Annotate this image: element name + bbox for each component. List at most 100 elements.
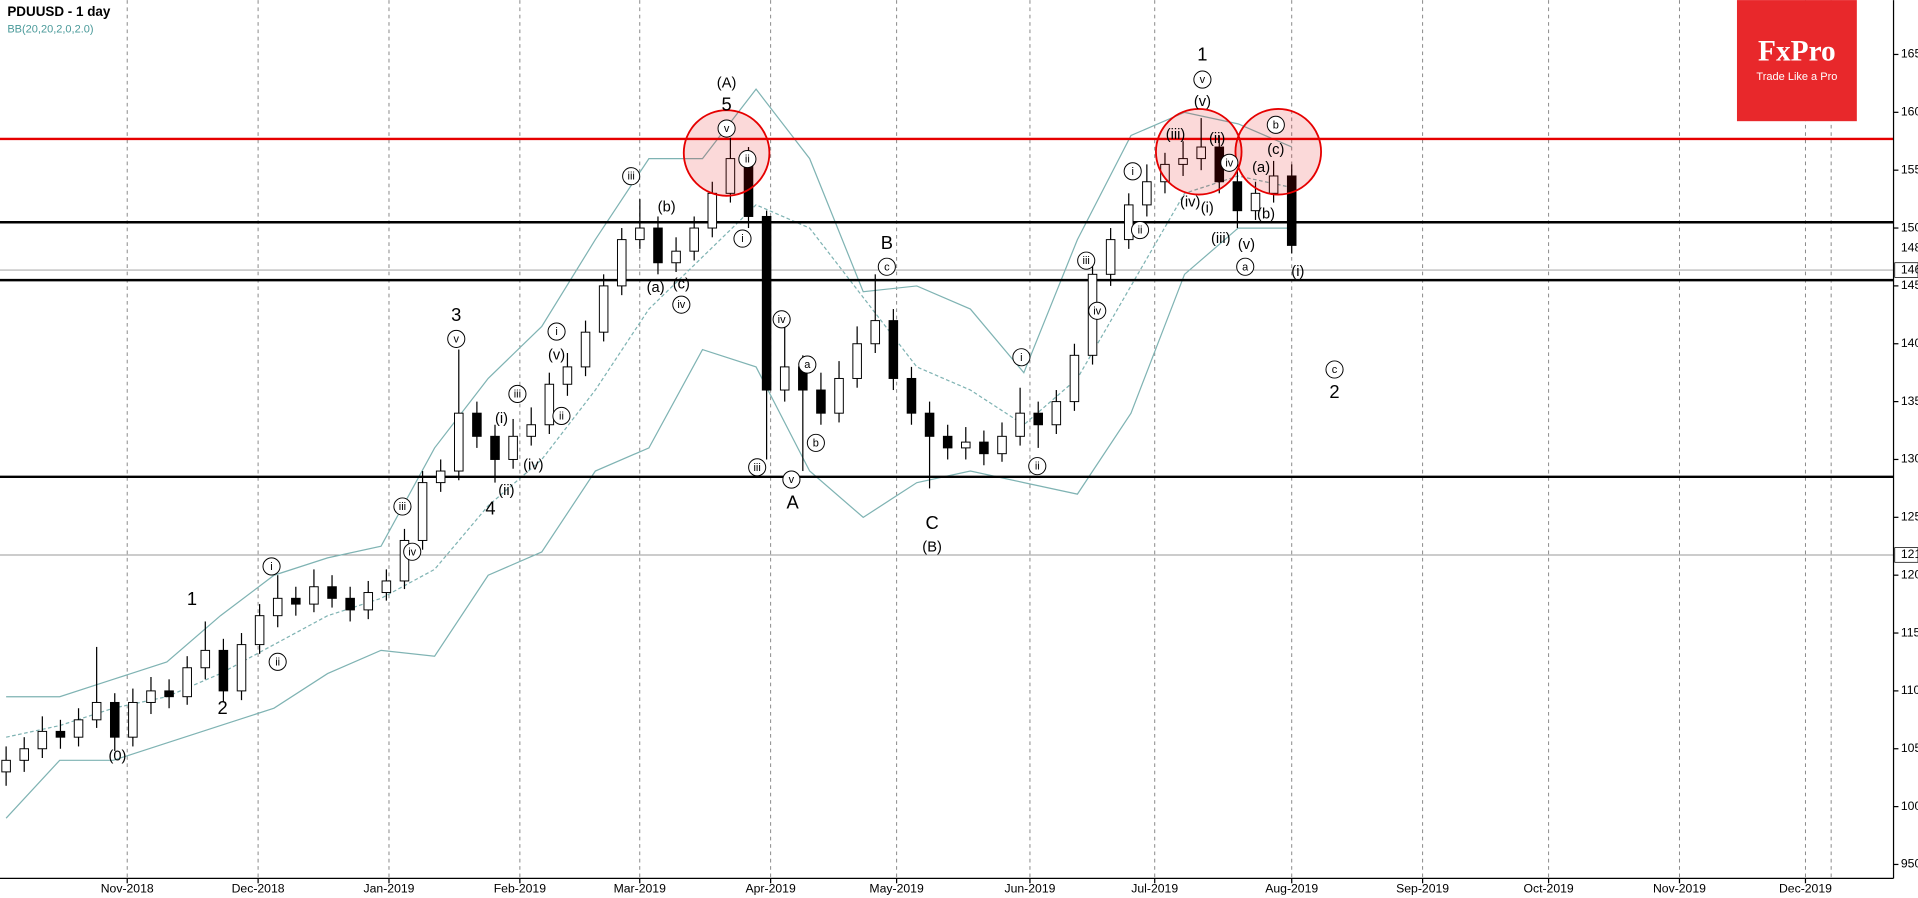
wave-label: (c) <box>673 276 690 292</box>
candle-body <box>254 615 265 646</box>
candle-body <box>109 701 120 738</box>
candle-body <box>399 539 410 582</box>
candle-body <box>381 580 392 594</box>
wave-label: iii <box>1083 255 1090 267</box>
x-tick-label: Oct-2019 <box>1523 882 1573 896</box>
candle-body <box>598 285 609 333</box>
logo-box <box>1736 0 1857 122</box>
annotation-circle <box>447 329 466 348</box>
annotation-circle <box>672 295 691 314</box>
candle-body <box>653 227 663 264</box>
wave-label: ii <box>275 656 280 668</box>
candle-body <box>816 389 826 414</box>
candle-body <box>888 320 899 379</box>
annotation-circle <box>733 229 752 248</box>
annotation-circle <box>1130 220 1150 240</box>
candle-body <box>979 441 989 455</box>
annotation-circle <box>806 433 825 452</box>
wave-label: iv <box>778 314 786 326</box>
x-tick-label: Nov-2019 <box>1653 882 1706 896</box>
bollinger-upper <box>6 88 1292 698</box>
x-tick-label: Nov-2018 <box>101 882 154 896</box>
price-tag: 1482.69 <box>1901 240 1918 254</box>
x-tick-label: Dec-2018 <box>232 882 285 896</box>
candle-body <box>1250 192 1261 212</box>
wave-label: i <box>270 561 272 573</box>
x-tick-label: Dec-2019 <box>1779 882 1832 896</box>
candle-body <box>671 250 681 264</box>
y-tick-label: 1600.00 <box>1901 105 1918 119</box>
candle-body <box>1033 412 1043 426</box>
candle-body <box>761 215 772 391</box>
wave-label: v <box>1200 74 1206 86</box>
y-tick-label: 1550.00 <box>1901 162 1918 176</box>
annotation-circle <box>748 458 767 477</box>
wave-label: iii <box>399 501 406 513</box>
x-tick-label: Mar-2019 <box>614 882 666 896</box>
candle-body <box>1015 412 1025 437</box>
candle-body <box>345 597 355 611</box>
annotation-circle <box>262 557 281 576</box>
wave-label: iv <box>408 546 416 558</box>
wave-label: v <box>789 474 795 486</box>
candle-body <box>616 239 627 287</box>
y-tick-label: 1400.00 <box>1901 336 1918 350</box>
candle-body <box>834 377 844 414</box>
candle-body <box>1178 158 1188 165</box>
wave-label: 3 <box>451 304 461 325</box>
candle-body <box>472 412 482 437</box>
x-tick-label: Jan-2019 <box>364 882 415 896</box>
y-tick-label: 1150.00 <box>1901 625 1918 639</box>
wave-label: iii <box>628 171 635 183</box>
candle-body <box>906 377 917 414</box>
wave-label: (i) <box>1291 264 1304 280</box>
wave-label: a <box>804 359 811 371</box>
annotation-circle <box>622 167 641 186</box>
wave-label: (a) <box>647 280 665 296</box>
candle-body <box>1196 146 1206 160</box>
wave-label: (0) <box>108 749 126 765</box>
candle-body <box>182 667 192 698</box>
candle-body <box>562 366 573 385</box>
annotation-circle <box>1012 348 1031 367</box>
annotation-circle <box>403 542 422 561</box>
annotation-circle <box>772 310 791 329</box>
wave-label: ii <box>559 410 564 422</box>
wave-label: (i) <box>1201 201 1214 217</box>
wave-label: (b) <box>658 199 676 215</box>
candle-body <box>435 470 446 484</box>
wave-label: (i) <box>495 411 508 427</box>
y-tick-label: 1650.00 <box>1901 47 1918 61</box>
candle-body <box>1123 204 1134 241</box>
wave-label: i <box>1131 166 1133 178</box>
annotation-circle <box>1266 115 1285 134</box>
wave-label: 1 <box>1197 44 1207 65</box>
price-tag: 1217.48 <box>1901 547 1918 561</box>
wave-label: i <box>1020 352 1022 364</box>
wave-label: (b) <box>1257 207 1275 223</box>
candle-body <box>37 730 48 750</box>
candle-body <box>417 482 428 541</box>
wave-label: a <box>1242 261 1249 273</box>
candle-body <box>779 366 790 391</box>
annotation-circle <box>508 384 527 404</box>
highlight-circle <box>682 109 771 197</box>
wave-label: ii <box>1035 461 1040 473</box>
annotation-circle <box>393 497 412 516</box>
candle-body <box>961 441 971 449</box>
candle-body <box>200 649 211 669</box>
axis-panel <box>1893 0 1918 898</box>
highlight-circle <box>1234 108 1322 196</box>
candle-body <box>635 227 645 241</box>
annotation-circle <box>552 406 571 426</box>
wave-label: i <box>741 233 743 245</box>
wave-label: ii <box>1138 225 1143 237</box>
wave-label: iv <box>1093 305 1101 317</box>
annotation-circle <box>1088 301 1107 320</box>
wave-label: (iii) <box>1166 127 1186 143</box>
candle-body <box>1232 181 1243 212</box>
wave-label: (a) <box>1252 160 1270 176</box>
candle-body <box>146 690 156 703</box>
candle-body <box>128 701 138 738</box>
